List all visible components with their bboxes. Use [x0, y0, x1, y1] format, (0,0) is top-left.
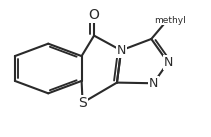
Text: O: O: [89, 8, 99, 22]
Text: S: S: [78, 96, 87, 110]
Text: N: N: [116, 44, 126, 57]
Text: N: N: [149, 77, 158, 90]
Text: methyl: methyl: [154, 16, 186, 25]
Text: N: N: [163, 56, 173, 69]
